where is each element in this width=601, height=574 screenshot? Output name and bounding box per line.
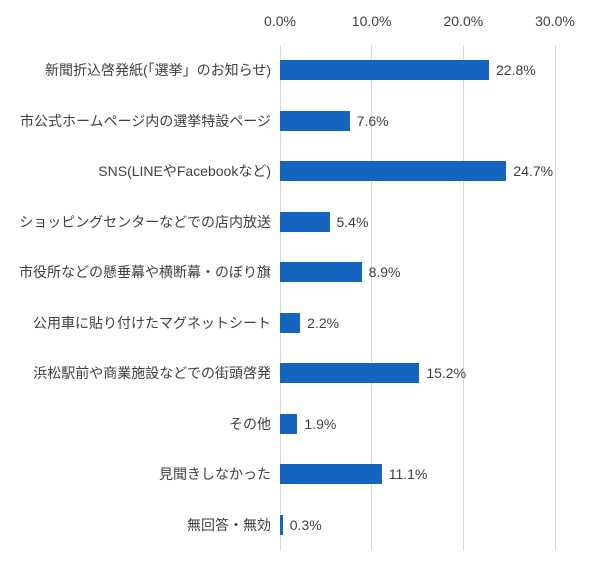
category-label: 市公式ホームページ内の選挙特設ページ	[19, 112, 271, 129]
gridlines	[279, 45, 556, 550]
bar	[280, 413, 298, 434]
bar-row: 新聞折込啓発紙(「選挙」のお知らせ) 22.8%	[0, 45, 601, 96]
x-axis: 0.0% 10.0% 20.0% 30.0%	[264, 13, 575, 33]
bar-track: 22.8%	[280, 45, 555, 96]
x-axis-tick-label: 10.0%	[351, 13, 392, 29]
x-axis-tick-label: 0.0%	[264, 13, 296, 29]
bar	[280, 60, 489, 81]
category-label: SNS(LINEやFacebookなど)	[98, 163, 271, 180]
bar-row: 市公式ホームページ内の選挙特設ページ 7.6%	[0, 96, 601, 147]
bar	[280, 514, 283, 535]
bar	[280, 110, 350, 131]
category-label: 公用車に貼り付けたマグネットシート	[33, 314, 271, 331]
bar-row: SNS(LINEやFacebookなど) 24.7%	[0, 146, 601, 197]
bar	[280, 262, 362, 283]
bar-track: 2.2%	[280, 298, 555, 349]
bar-row: 見聞きしなかった 11.1%	[0, 449, 601, 500]
bar	[280, 211, 330, 232]
value-label: 0.3%	[289, 516, 322, 533]
category-label: 見聞きしなかった	[159, 466, 271, 483]
gridline	[554, 45, 556, 550]
value-label: 11.1%	[388, 466, 428, 483]
bar-row: 公用車に貼り付けたマグネットシート 2.2%	[0, 298, 601, 349]
bar-row: ショッピングセンターなどでの店内放送 5.4%	[0, 197, 601, 248]
category-label: その他	[229, 415, 271, 432]
bar-track: 8.9%	[280, 247, 555, 298]
bar-track: 0.3%	[280, 500, 555, 551]
value-label: 8.9%	[368, 264, 401, 281]
category-label: 新聞折込啓発紙(「選挙」のお知らせ)	[44, 62, 271, 79]
category-label: 市役所などの懸垂幕や横断幕・のぼり旗	[19, 264, 271, 281]
bar-row: 無回答・無効 0.3%	[0, 500, 601, 551]
bar	[280, 161, 507, 182]
bar-track: 5.4%	[280, 197, 555, 248]
value-label: 7.6%	[356, 112, 389, 129]
value-label: 1.9%	[304, 415, 337, 432]
gridline	[462, 45, 464, 550]
value-label: 22.8%	[496, 62, 536, 79]
bar-row: 市役所などの懸垂幕や横断幕・のぼり旗 8.9%	[0, 247, 601, 298]
gridline	[371, 45, 373, 550]
bar-track: 1.9%	[280, 399, 555, 450]
value-label: 2.2%	[307, 314, 340, 331]
value-label: 5.4%	[336, 213, 369, 230]
bar	[280, 363, 420, 384]
x-axis-tick-label: 20.0%	[443, 13, 484, 29]
bar-track: 7.6%	[280, 96, 555, 147]
category-label: 浜松駅前や商業施設などでの街頭啓発	[33, 365, 271, 382]
category-label: 無回答・無効	[187, 516, 271, 533]
value-label: 15.2%	[426, 365, 467, 382]
bar-track: 24.7%	[280, 146, 555, 197]
bar-track: 11.1%	[280, 449, 555, 500]
bar	[280, 464, 382, 485]
bar-rows: 新聞折込啓発紙(「選挙」のお知らせ) 22.8% 市公式ホームページ内の選挙特設ペー…	[0, 45, 601, 550]
x-axis-tick-label: 30.0%	[535, 13, 575, 29]
bar-row: 浜松駅前や商業施設などでの街頭啓発 15.2%	[0, 348, 601, 399]
value-label: 24.7%	[513, 163, 554, 180]
bar-track: 15.2%	[280, 348, 555, 399]
category-label: ショッピングセンターなどでの店内放送	[19, 213, 271, 230]
gridline	[279, 45, 281, 550]
bar	[280, 312, 301, 333]
bar-row: その他 1.9%	[0, 399, 601, 450]
